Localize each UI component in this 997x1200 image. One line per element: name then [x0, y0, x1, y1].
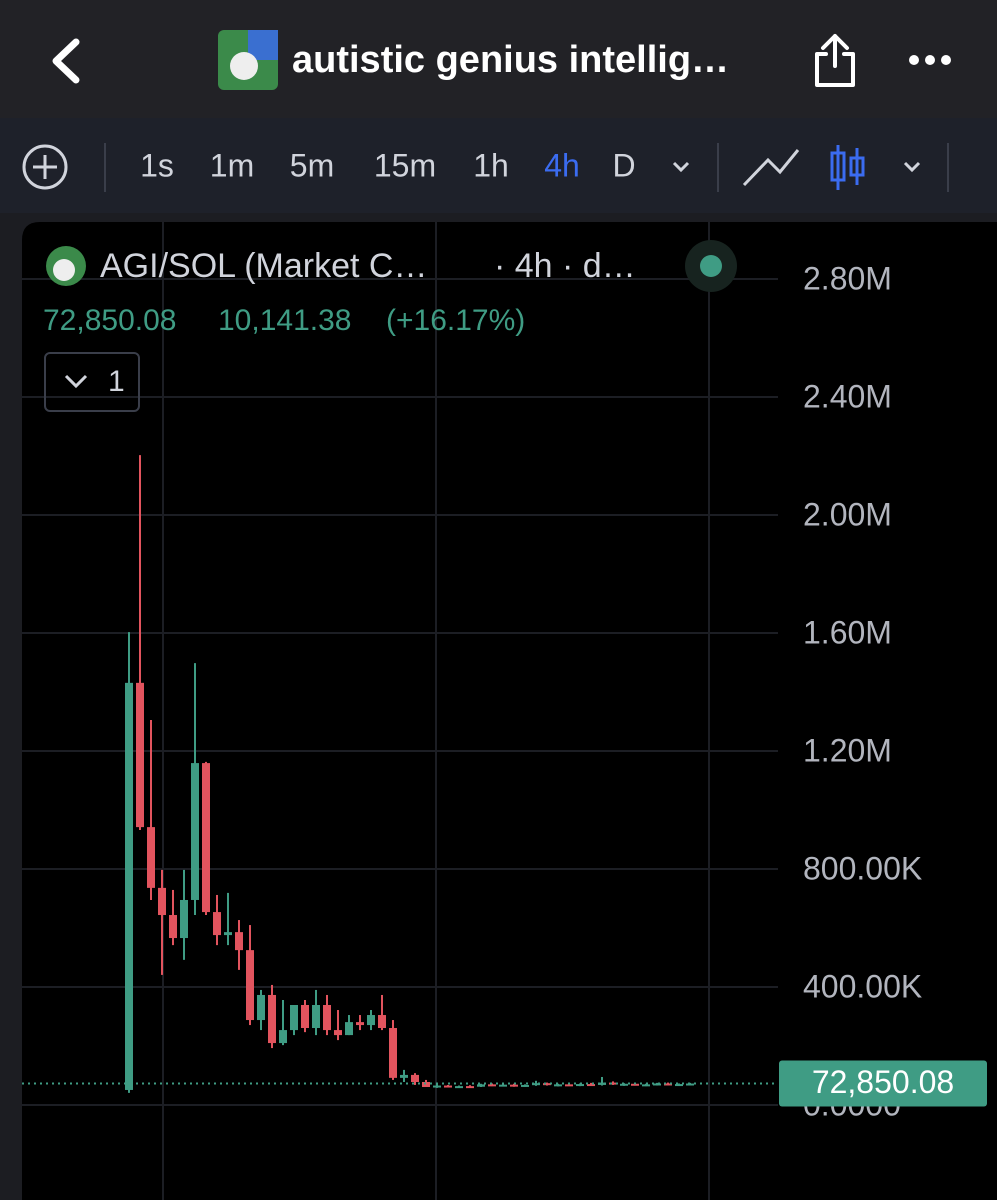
candle-body [444, 1085, 452, 1088]
candle-chart-button[interactable] [830, 145, 865, 190]
add-button[interactable] [22, 144, 68, 190]
candle-body [257, 994, 265, 1021]
candle-body [125, 682, 133, 1090]
candle-body [191, 763, 199, 900]
chart-type-menu[interactable] [903, 161, 921, 173]
candle-body [477, 1084, 485, 1087]
time-grid [162, 222, 710, 1200]
interval-button[interactable]: 1m [210, 147, 254, 183]
candle-body [213, 912, 221, 936]
pane-toggle[interactable] [44, 352, 140, 412]
interval-button[interactable]: 5m [290, 147, 334, 183]
candle-body [653, 1083, 661, 1086]
header-title: autistic genius intellig… [292, 39, 729, 81]
status-dot [700, 255, 722, 277]
candle-body [312, 1005, 320, 1029]
candle-body [488, 1084, 496, 1087]
legend: AGI/SOL (Market C… · 4h · d… 72,850.08 1… [43, 240, 737, 412]
legend-price: 72,850.08 [43, 304, 176, 337]
candle-body [455, 1086, 463, 1089]
candle-body [268, 994, 276, 1044]
candle-body [367, 1015, 375, 1026]
candle-body [411, 1074, 419, 1082]
candle-body [169, 915, 177, 939]
y-tick-label: 2.40M [803, 378, 892, 414]
legend-change: 10,141.38 [218, 304, 351, 337]
interval-button[interactable]: D [612, 147, 635, 183]
candle-body [356, 1022, 364, 1026]
candle-body [136, 682, 144, 828]
candle-body [543, 1083, 551, 1086]
candle-body [554, 1084, 562, 1087]
candle-body [378, 1015, 386, 1029]
candle-body [521, 1084, 529, 1087]
symbol-name: AGI/SOL (Market C… [100, 247, 427, 285]
interval-button[interactable]: 1h [473, 147, 509, 183]
candle-body [609, 1082, 617, 1085]
candle-body [576, 1084, 584, 1087]
candle-body [147, 827, 155, 888]
y-tick-label: 2.00M [803, 496, 892, 532]
interval-menu[interactable] [672, 161, 690, 173]
candle-body [686, 1083, 694, 1086]
candle-body [532, 1083, 540, 1086]
share-button[interactable] [815, 34, 855, 87]
candle-body [290, 1005, 298, 1031]
symbol-meta: · 4h · d… [494, 247, 636, 285]
candle-body [301, 1005, 309, 1029]
y-tick-label: 2.80M [803, 260, 892, 296]
line-chart-button[interactable] [742, 149, 800, 187]
pane-toggle-icon [64, 374, 88, 389]
interval-button[interactable]: 4h [544, 147, 580, 183]
y-tick-label: 1.60M [803, 614, 892, 650]
candle-body [422, 1081, 430, 1088]
candle-body [389, 1028, 397, 1078]
y-tick-label: 800.00K [803, 850, 922, 886]
interval-button[interactable]: 1s [140, 147, 174, 183]
back-button[interactable] [52, 38, 80, 84]
header-bar [0, 0, 997, 118]
candle-body [565, 1084, 573, 1087]
candle-body [433, 1085, 441, 1088]
candle-body [400, 1074, 408, 1078]
y-tick-label: 1.20M [803, 732, 892, 768]
candle-body [642, 1084, 650, 1087]
candle-body [158, 887, 166, 916]
candle-body [664, 1083, 672, 1086]
candle-body [510, 1084, 518, 1087]
symbol-avatar-face [53, 259, 75, 281]
candle-body [224, 932, 232, 936]
candle-body [235, 932, 243, 951]
chart-panel [22, 222, 997, 1200]
candle-body [675, 1084, 683, 1087]
interval-group: 1s 1m 5m 15m 1h 4h D [140, 147, 635, 183]
token-avatar [218, 30, 278, 90]
candle-body [587, 1084, 595, 1087]
candle-body [246, 950, 254, 1021]
y-tick-label: 400.00K [803, 968, 922, 1004]
last-price-label: 72,850.08 [812, 1064, 954, 1100]
candle-body [323, 1005, 331, 1031]
plot: 0.0000400.00K800.00K1.20M1.60M2.00M2.40M… [22, 260, 987, 1122]
pane-count: 1 [108, 365, 125, 398]
candle-body [466, 1086, 474, 1089]
legend-change-pct: (+16.17%) [386, 304, 525, 337]
candle-body [620, 1083, 628, 1086]
last-price-tag [779, 1060, 987, 1107]
candle-body [345, 1022, 353, 1036]
interval-button[interactable]: 15m [374, 147, 436, 183]
more-button[interactable] [909, 55, 951, 65]
candle-body [631, 1083, 639, 1086]
candle-body [180, 899, 188, 939]
candle-body [499, 1084, 507, 1087]
candle-body [279, 1030, 287, 1044]
candle-body [334, 1030, 342, 1036]
candle-body [598, 1082, 606, 1085]
candle-body [202, 763, 210, 913]
